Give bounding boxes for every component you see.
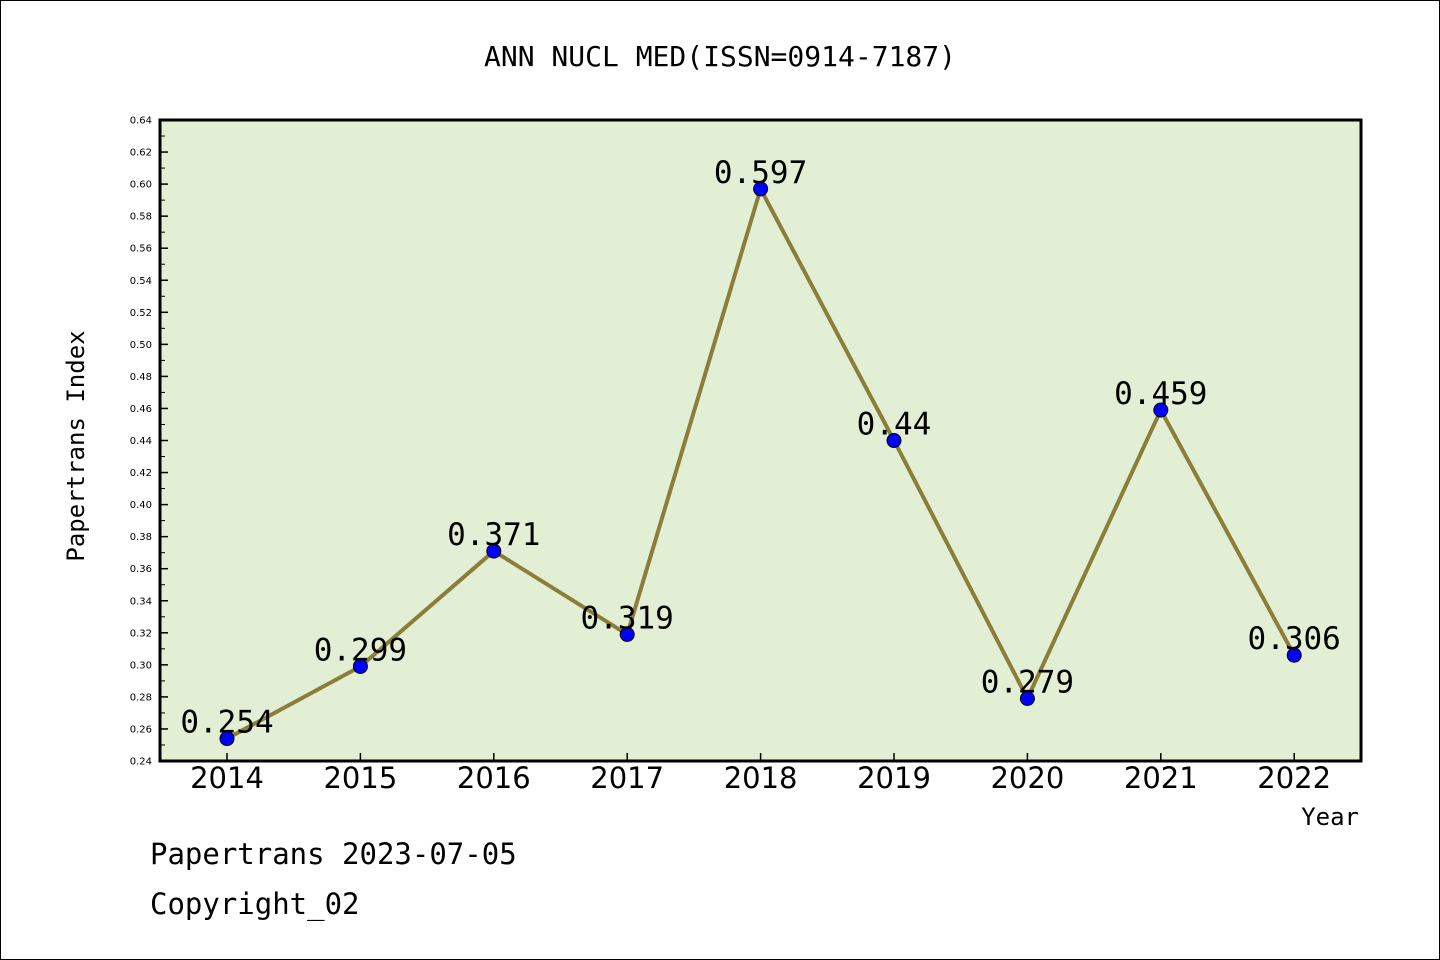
data-label: 0.319 <box>581 600 674 636</box>
y-tick-label: 0.60 <box>130 180 152 191</box>
data-point <box>1019 691 1035 707</box>
data-point <box>619 626 635 642</box>
y-tick-label: 0.58 <box>130 212 152 223</box>
x-tick-label: 2015 <box>323 761 397 795</box>
y-tick-label: 0.28 <box>130 692 152 703</box>
data-point <box>486 543 502 559</box>
data-point <box>1286 647 1302 663</box>
data-point <box>1153 402 1169 418</box>
x-tick-label: 2022 <box>1257 761 1331 795</box>
plot-area <box>158 118 1363 763</box>
data-label: 0.459 <box>1114 376 1207 412</box>
x-tick-label: 2017 <box>590 761 664 795</box>
y-tick-label: 0.38 <box>130 532 152 543</box>
x-axis-label: Year <box>1301 803 1359 831</box>
y-axis-label: Papertrans Index <box>62 330 90 561</box>
y-tick-label: 0.56 <box>130 244 152 255</box>
data-point <box>219 731 235 747</box>
x-axis: 2014 2015 2016 2017 2018 2019 2020 2021 2022 <box>190 753 1331 795</box>
y-axis: 0.24 0.26 0.28 0.30 0.32 0.34 0.36 0.38 0.40 0.42… <box>130 116 168 768</box>
y-tick-label: 0.30 <box>130 660 152 671</box>
y-tick-label: 0.48 <box>130 372 152 383</box>
x-tick-label: 2021 <box>1124 761 1198 795</box>
data-labels: 0.254 0.299 0.371 0.319 0.597 0.44 0.279 0.459 0… <box>180 155 1341 741</box>
x-tick-label: 2016 <box>457 761 531 795</box>
x-tick-label: 2020 <box>990 761 1064 795</box>
y-tick-label: 0.54 <box>130 276 152 287</box>
data-label: 0.597 <box>714 155 807 191</box>
x-tick-label: 2019 <box>857 761 931 795</box>
y-tick-label: 0.24 <box>130 757 152 768</box>
y-tick-label: 0.26 <box>130 724 152 735</box>
series-markers <box>219 181 1302 747</box>
data-point <box>352 658 368 674</box>
data-label: 0.299 <box>314 632 407 668</box>
y-tick-label: 0.62 <box>130 148 152 159</box>
x-tick-label: 2014 <box>190 761 264 795</box>
y-tick-label: 0.44 <box>130 436 152 447</box>
y-tick-label: 0.40 <box>130 500 152 511</box>
y-tick-label: 0.46 <box>130 404 152 415</box>
y-tick-label: 0.42 <box>130 468 152 479</box>
data-label: 0.254 <box>180 705 273 741</box>
y-tick-label: 0.64 <box>130 116 152 127</box>
footer-copyright: Copyright_02 <box>150 887 360 922</box>
y-tick-label: 0.32 <box>130 628 152 639</box>
data-label: 0.279 <box>981 665 1074 701</box>
y-tick-label: 0.36 <box>130 564 152 575</box>
x-tick-label: 2018 <box>724 761 798 795</box>
y-tick-label: 0.52 <box>130 308 152 319</box>
data-label: 0.371 <box>447 517 540 553</box>
data-label: 0.306 <box>1248 621 1341 657</box>
data-point <box>753 181 769 197</box>
data-point <box>886 433 902 448</box>
data-label: 0.44 <box>857 407 932 443</box>
chart-title: ANN NUCL MED(ISSN=0914-7187) <box>484 40 956 73</box>
y-tick-label: 0.50 <box>130 340 152 351</box>
footer-date: Papertrans 2023-07-05 <box>150 837 517 871</box>
y-tick-label: 0.34 <box>130 596 152 607</box>
